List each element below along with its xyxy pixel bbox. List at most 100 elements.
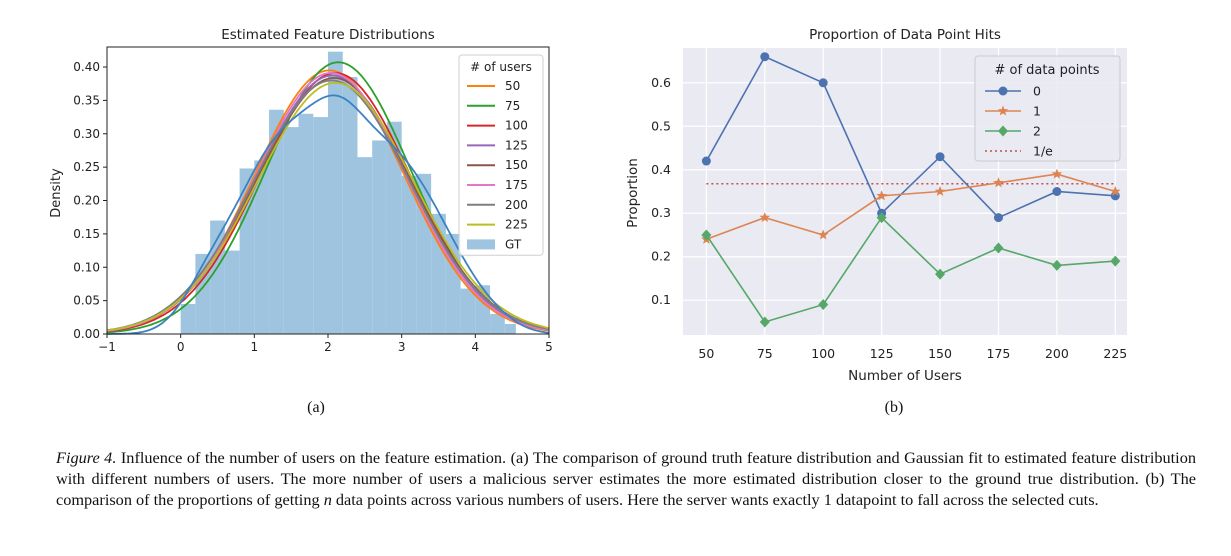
histogram-bar: [298, 113, 314, 334]
legend-label: 1/e: [1033, 144, 1053, 159]
point: [934, 186, 946, 196]
x-tick-label: 50: [698, 346, 714, 361]
x-tick-label: 150: [928, 346, 952, 361]
caption-text: Influence of the number of users on the …: [56, 448, 1196, 509]
chart-a-axes: −1 0 1 2 3 4 5 0.00 0.05 0.10 0.15 0.20 0.25 0.30 0.35…: [73, 60, 553, 354]
chart-b-x-label: Number of Users: [848, 368, 962, 384]
series-line: [706, 173, 1116, 241]
y-tick-label: 0.4: [651, 162, 671, 177]
y-tick-label: 0.3: [651, 205, 671, 220]
y-tick-label: 0.30: [73, 127, 100, 141]
point: [997, 105, 1009, 116]
series-2: [701, 212, 1121, 328]
series-line: [705, 216, 1116, 323]
legend-label: 0: [1033, 84, 1041, 99]
y-tick-label: 0.5: [651, 118, 671, 133]
point: [1110, 186, 1121, 196]
legend-box: [974, 55, 1121, 162]
y-tick-label: 0.25: [73, 160, 100, 174]
panel-a-chart: Estimated Feature Distributions Density …: [49, 27, 553, 416]
y-tick-label: 0.05: [73, 294, 100, 308]
histogram-bar: [328, 51, 343, 335]
x-tick-label: 4: [472, 340, 480, 354]
caption-tail: data points across various numbers of us…: [331, 490, 1099, 509]
x-tick-label: 0: [177, 340, 185, 354]
point: [759, 316, 770, 328]
point: [818, 299, 829, 311]
point: [818, 229, 829, 240]
point: [701, 156, 711, 166]
y-tick-label: 0.20: [73, 194, 100, 208]
y-tick-label: 0.2: [651, 249, 671, 264]
x-tick-label: 5: [545, 340, 553, 354]
caption-variable: n: [323, 490, 332, 509]
point: [998, 125, 1008, 137]
kde-curve-gt: [107, 94, 550, 335]
x-tick-label: −1: [98, 340, 116, 354]
histogram-bar: [372, 140, 387, 334]
histogram-bar: [224, 250, 240, 334]
histogram-bar: [342, 77, 358, 334]
x-tick-label: 225: [1103, 346, 1127, 361]
point: [701, 229, 712, 241]
x-tick-label: 1: [251, 340, 259, 354]
histogram-bar: [386, 121, 402, 335]
point: [1051, 259, 1062, 271]
point: [998, 86, 1008, 96]
x-tick-label: 200: [1045, 346, 1069, 361]
legend-label: 50: [505, 79, 520, 93]
point: [1052, 187, 1062, 196]
panel-a-label: (a): [307, 399, 325, 416]
caption-lead: Figure 4.: [56, 448, 117, 467]
x-tick-label: 175: [987, 346, 1011, 361]
y-tick-label: 0.1: [651, 292, 671, 307]
histogram-bar: [180, 303, 196, 334]
point: [760, 52, 770, 62]
point: [993, 242, 1004, 254]
legend-title: # of users: [470, 60, 532, 74]
y-tick-label: 0.35: [73, 93, 100, 107]
histogram-bar: [254, 160, 270, 334]
legend-label: 175: [505, 178, 528, 192]
histogram-bar: [269, 109, 284, 334]
chart-b-y-label: Proportion: [625, 158, 641, 228]
y-tick-label: 0.6: [651, 75, 671, 90]
point: [759, 212, 770, 222]
point: [993, 177, 1004, 188]
legend-label: GT: [505, 237, 522, 251]
x-tick-label: 2: [324, 340, 332, 354]
figure-caption: Figure 4. Influence of the number of use…: [56, 447, 1196, 510]
point: [1110, 255, 1121, 267]
legend-label: 2: [1033, 124, 1041, 139]
kde-curve-users-225: [106, 81, 550, 332]
y-tick-label: 0.00: [73, 327, 100, 341]
y-tick-label: 0.15: [73, 227, 100, 241]
kde-curve-users-200: [106, 79, 550, 332]
x-tick-label: 100: [811, 346, 835, 361]
legend-label: 1: [1033, 104, 1041, 119]
point: [876, 190, 887, 201]
histogram-bar: [460, 288, 476, 334]
panel-b-label: (b): [885, 399, 904, 416]
histogram-bar: [401, 175, 417, 334]
legend-label: 200: [505, 198, 528, 212]
histogram-gt: [180, 51, 516, 335]
chart-b-title: Proportion of Data Point Hits: [809, 27, 1001, 43]
histogram-bar: [313, 117, 328, 335]
point: [935, 268, 946, 280]
x-tick-label: 3: [398, 340, 406, 354]
point: [818, 78, 828, 88]
legend-label: 100: [505, 119, 528, 133]
chart-a-title: Estimated Feature Distributions: [221, 27, 435, 43]
legend-label: 125: [505, 138, 528, 152]
series-line: [705, 55, 1116, 219]
histogram-bar: [490, 313, 505, 334]
chart-a-y-label: Density: [49, 168, 64, 218]
chart-b-axes: 50 75 100 125 150 175 200 225 0.1 0.2 0.3 0.4 0.5 0.6: [651, 75, 1127, 361]
histogram-bar: [357, 157, 373, 334]
legend-title: # of data points: [994, 63, 1099, 78]
legend-swatch: [467, 239, 495, 250]
point: [876, 212, 887, 224]
x-tick-label: 75: [757, 346, 773, 361]
legend-label: 225: [505, 218, 528, 232]
